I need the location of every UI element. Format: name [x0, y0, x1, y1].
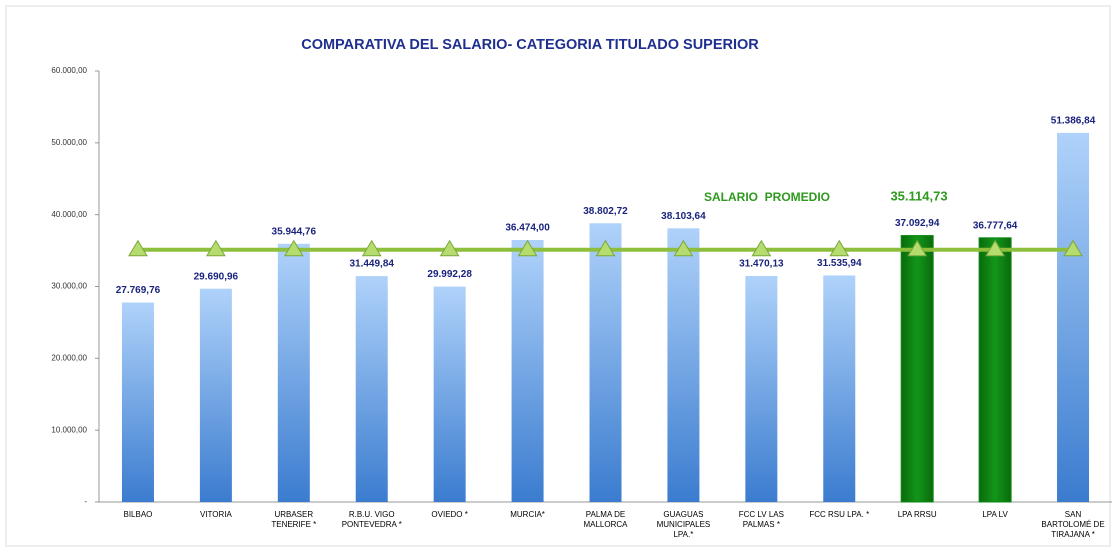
bar [745, 275, 778, 502]
average-marker [829, 239, 850, 257]
x-tick-label: FCC LV LAS PALMAS * [738, 510, 784, 529]
average-marker [595, 239, 616, 257]
average-marker [751, 239, 772, 257]
average-marker [283, 239, 304, 257]
average-name: SALARIO PROMEDIO [704, 190, 830, 204]
bar [433, 286, 466, 502]
average-marker [206, 239, 226, 257]
value-label: 38.802,72 [583, 206, 628, 217]
bar [121, 302, 154, 502]
bar [199, 288, 232, 502]
average-marker [361, 239, 382, 257]
average-marker [985, 239, 1006, 257]
y-tick-label: 40.000,00 [51, 210, 87, 219]
value-label: 29.690,96 [194, 271, 239, 282]
x-tick-label: FCC RSU LPA. * [809, 510, 870, 519]
value-label: 35.944,76 [272, 226, 317, 237]
bar [511, 239, 544, 502]
value-label: 36.777,64 [973, 220, 1018, 231]
x-tick-label: R.B.U. VIGO PONTEVEDRA * [341, 510, 402, 529]
bar [589, 223, 622, 502]
average-marker [128, 239, 148, 257]
bar [355, 276, 388, 502]
x-tick-label: VITORIA [199, 510, 232, 519]
y-tick-label: - [84, 497, 87, 506]
value-label: 37.092,94 [895, 218, 940, 229]
y-tick-label: 50.000,00 [51, 138, 87, 147]
bar [667, 228, 700, 502]
average-marker [1063, 239, 1083, 257]
bar [823, 275, 856, 502]
x-tick-label: URBASER TENERIFE * [271, 510, 317, 529]
value-label: 51.386,84 [1051, 116, 1096, 127]
x-tick-label: BILBAO [123, 510, 153, 519]
y-tick-label: 20.000,00 [51, 353, 87, 362]
y-tick-label: 30.000,00 [51, 282, 87, 291]
bar [277, 243, 310, 502]
x-tick-label: LPA RRSU [897, 510, 937, 519]
value-label: 31.449,84 [349, 259, 394, 270]
x-tick-label: OVIEDO * [431, 510, 468, 519]
bar [900, 235, 934, 503]
x-tick-label: LPA LV [982, 510, 1008, 519]
x-tick-label: GUAGUAS MUNICIPALES LPA.* [656, 510, 711, 539]
y-tick-label: 10.000,00 [51, 425, 87, 434]
x-tick-label: PALMA DE MALLORCA [583, 510, 628, 529]
value-label: 27.769,76 [116, 285, 161, 296]
average-marker [439, 239, 460, 257]
value-label: 36.474,00 [505, 223, 550, 234]
bar [1057, 132, 1090, 502]
value-label: 38.103,64 [661, 211, 706, 222]
y-tick-label: 60.000,00 [51, 66, 87, 75]
bar [978, 237, 1012, 503]
value-label: 31.535,94 [817, 258, 862, 269]
x-tick-label: MURCIA* [510, 510, 545, 519]
x-tick-label: SAN BARTOLOMÉ DE TIRAJANA * [1041, 510, 1105, 539]
average-marker [907, 239, 928, 257]
average-marker [517, 239, 538, 257]
value-label: 31.470,13 [739, 259, 784, 270]
value-label: 29.992,28 [427, 269, 472, 280]
average-marker [673, 239, 694, 257]
average-label: 35.114,73 [890, 188, 947, 203]
chart-title: COMPARATIVA DEL SALARIO- CATEGORIA TITUL… [301, 37, 759, 53]
frame [5, 5, 1111, 547]
